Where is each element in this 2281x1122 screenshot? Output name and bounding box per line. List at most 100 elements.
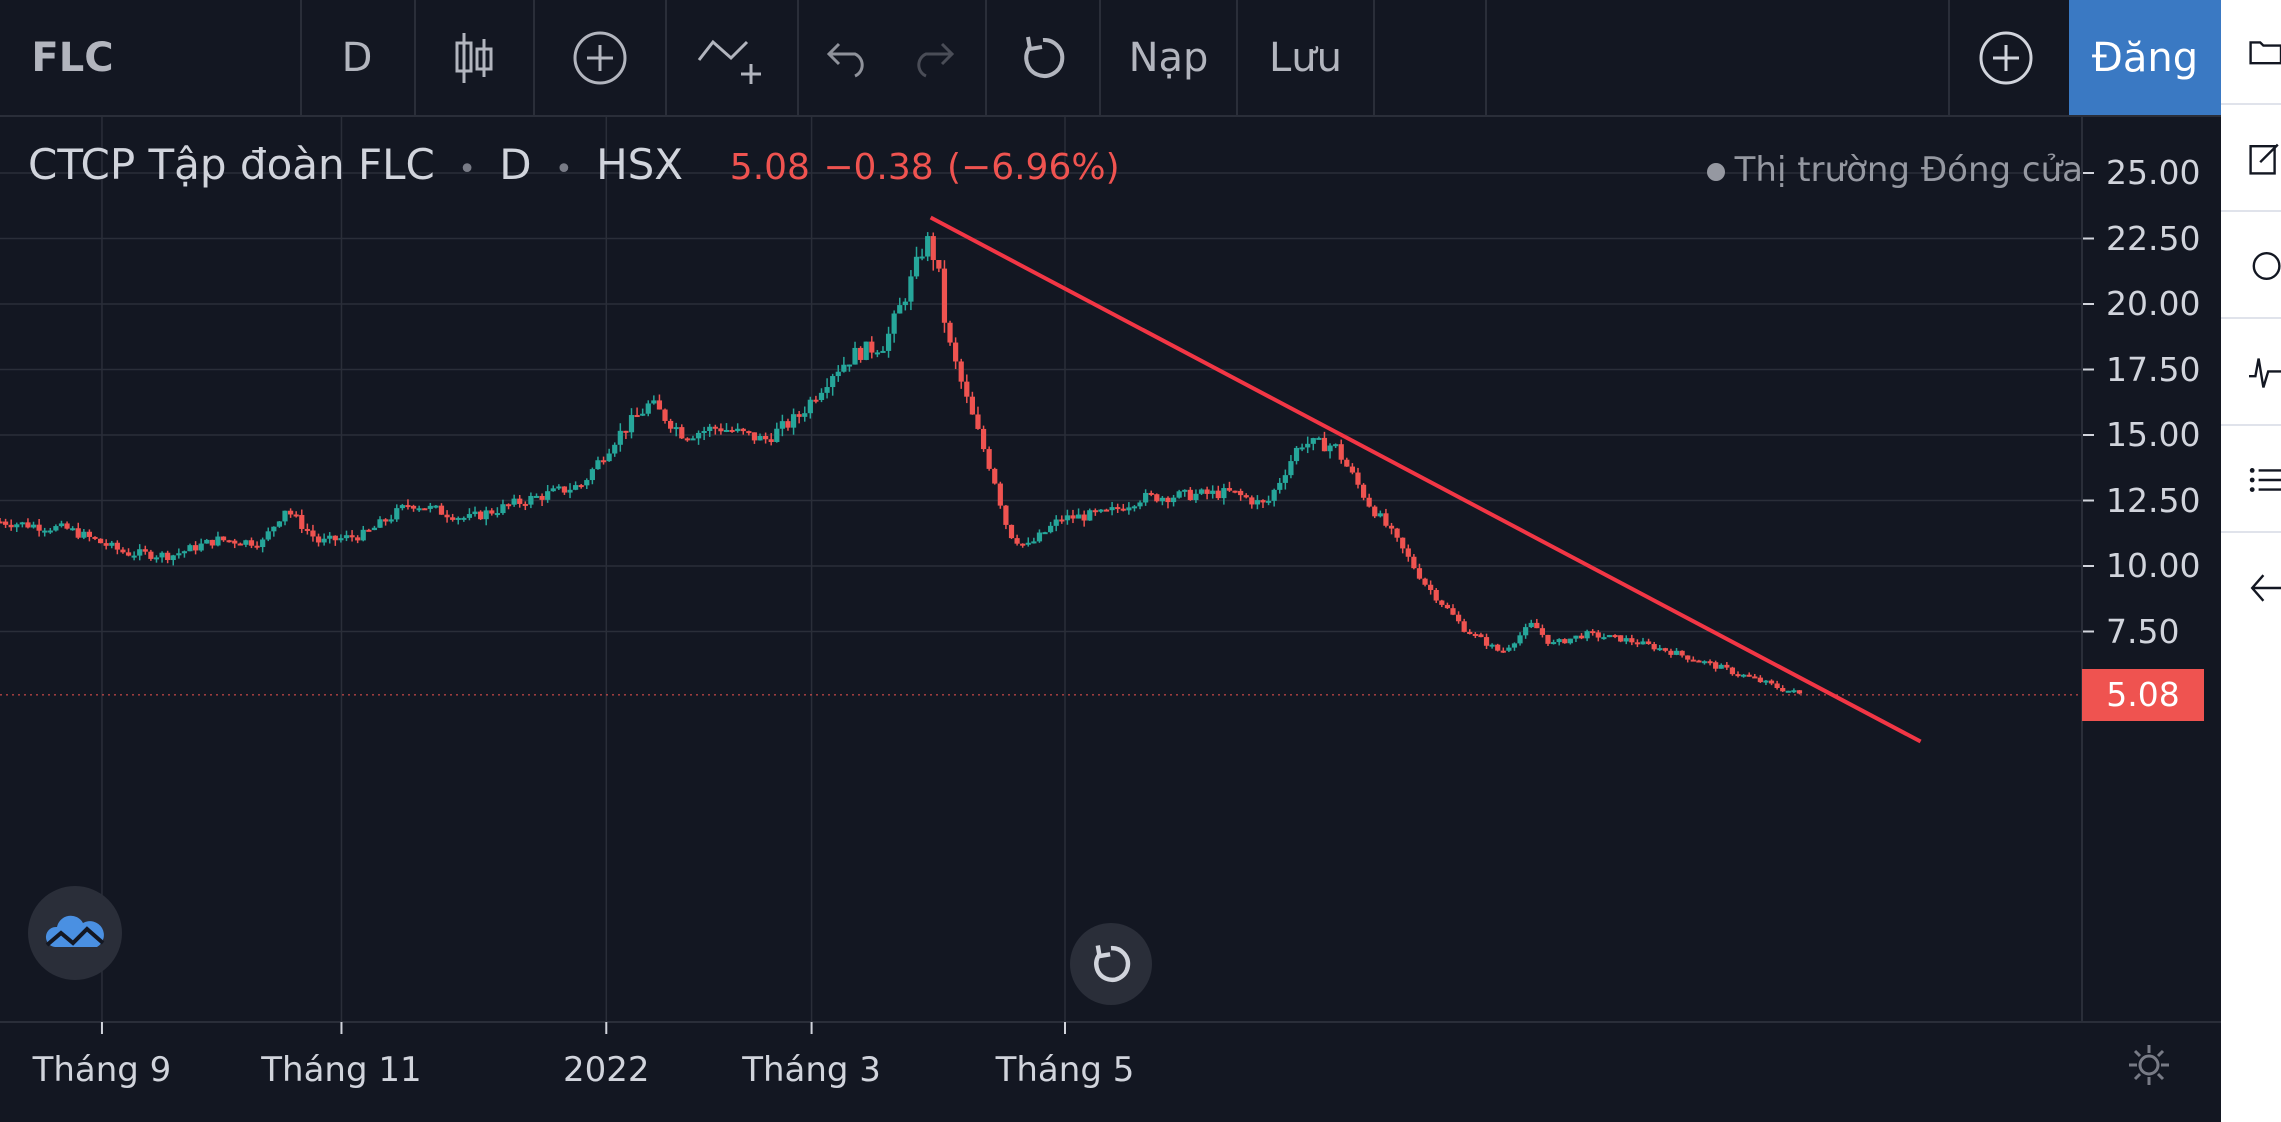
- candle: [1740, 673, 1747, 678]
- candle: [679, 424, 685, 440]
- sidebar-item-pulse[interactable]: [2221, 321, 2281, 426]
- time-tick-label: Tháng 3: [742, 1050, 881, 1090]
- candle: [589, 467, 595, 485]
- add-button[interactable]: [1950, 0, 2062, 115]
- candle: [1400, 537, 1406, 554]
- candle: [573, 481, 579, 491]
- redo-button[interactable]: [895, 0, 970, 115]
- candle: [371, 525, 378, 531]
- candle: [131, 551, 137, 561]
- candle: [181, 550, 188, 558]
- refresh-button[interactable]: [987, 0, 1099, 115]
- candle: [243, 539, 249, 548]
- candle: [645, 400, 651, 417]
- candle: [846, 364, 853, 372]
- candle: [304, 523, 310, 535]
- candle: [813, 395, 819, 404]
- candle: [707, 423, 713, 437]
- candle: [1064, 509, 1070, 525]
- legend-change-percent: (−6.96%): [947, 147, 1120, 188]
- candle: [109, 540, 115, 549]
- candle: [1467, 629, 1473, 635]
- interval-button[interactable]: D: [302, 0, 412, 115]
- undo-button[interactable]: [810, 0, 885, 115]
- candle: [438, 503, 445, 515]
- logo-button[interactable]: [28, 886, 122, 980]
- candle: [1584, 629, 1590, 642]
- candle: [1042, 531, 1048, 535]
- candle: [1724, 662, 1730, 670]
- candle: [1517, 632, 1523, 646]
- candle: [299, 509, 305, 533]
- load-button[interactable]: Nạp: [1101, 0, 1236, 115]
- top-toolbar: FLC D Nạp Lưu Đăng: [0, 0, 2221, 117]
- signup-button[interactable]: Đăng: [2069, 0, 2221, 115]
- candle: [1746, 672, 1752, 677]
- candle: [338, 534, 344, 543]
- candle: [617, 423, 623, 452]
- candle: [830, 373, 836, 396]
- candle: [265, 527, 271, 542]
- candle: [556, 484, 562, 491]
- candle: [545, 485, 551, 503]
- candle: [634, 407, 640, 418]
- candle: [1238, 488, 1244, 501]
- candle: [1528, 619, 1534, 629]
- candle: [1562, 638, 1568, 644]
- candle: [1416, 563, 1423, 580]
- candle: [220, 536, 227, 542]
- candle: [1210, 485, 1216, 499]
- candle: [287, 508, 294, 518]
- candle: [1059, 515, 1065, 524]
- candle: [947, 320, 953, 346]
- sidebar-item-edit[interactable]: [2221, 107, 2281, 212]
- compare-button[interactable]: [535, 0, 665, 115]
- candle: [192, 541, 199, 555]
- plus-circle-icon: [1979, 31, 2033, 84]
- candle: [433, 504, 439, 509]
- chart-settings-button[interactable]: [2124, 1040, 2174, 1090]
- candle: [763, 432, 769, 444]
- indicators-button[interactable]: [667, 0, 797, 115]
- price-tick-label: 20.00: [2106, 284, 2201, 323]
- candle: [489, 508, 495, 516]
- sidebar-item-folder[interactable]: [2221, 0, 2281, 105]
- candle: [1707, 659, 1713, 666]
- sidebar-item-back[interactable]: [2221, 535, 2281, 640]
- symbol-search-button[interactable]: FLC: [0, 0, 145, 115]
- legend-exchange: HSX: [596, 140, 684, 189]
- save-button[interactable]: Lưu: [1238, 0, 1373, 115]
- candle: [204, 538, 210, 544]
- candle: [623, 430, 629, 440]
- pulse-icon: [2249, 357, 2281, 388]
- candle: [1394, 527, 1400, 542]
- candle: [1137, 500, 1143, 510]
- candle: [260, 537, 266, 553]
- candle: [1176, 489, 1182, 499]
- candle: [852, 341, 858, 365]
- candle: [533, 493, 540, 498]
- reset-chart-button[interactable]: [1070, 923, 1152, 1005]
- candle: [1075, 508, 1082, 519]
- candle: [1590, 629, 1596, 636]
- sidebar-item-circle[interactable]: [2221, 214, 2281, 319]
- candle: [690, 435, 696, 441]
- candle: [81, 529, 87, 540]
- price-tick-label: 15.00: [2106, 415, 2201, 454]
- candle: [226, 539, 232, 543]
- candle: [1008, 524, 1015, 540]
- candle: [455, 516, 461, 525]
- sidebar-item-list[interactable]: [2221, 428, 2281, 533]
- candle: [511, 494, 517, 507]
- candle: [1154, 493, 1160, 503]
- candle: [315, 533, 322, 547]
- candle: [1450, 604, 1456, 616]
- candle: [1020, 543, 1026, 548]
- candle: [1215, 485, 1221, 500]
- candle: [1618, 635, 1624, 643]
- toolbar-divider: [300, 0, 302, 115]
- price-chart[interactable]: [0, 117, 2221, 1122]
- toolbar-divider: [1099, 0, 1101, 115]
- candle: [366, 528, 372, 532]
- chart-type-button[interactable]: [416, 0, 531, 115]
